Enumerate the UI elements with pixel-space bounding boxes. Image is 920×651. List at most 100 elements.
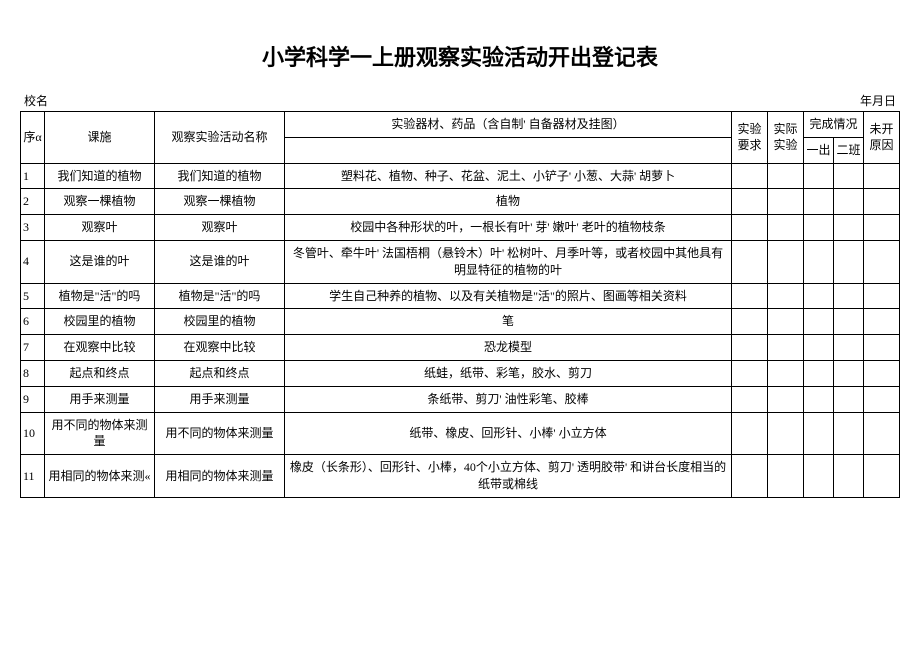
table-cell: 2 [21, 189, 45, 215]
table-cell: 纸蛙，纸带、彩笔，胶水、剪刀 [285, 360, 732, 386]
table-cell: 这是谁的叶 [155, 240, 285, 283]
table-cell [864, 386, 900, 412]
table-cell: 条纸带、剪刀' 油性彩笔、胶棒 [285, 386, 732, 412]
th-class2: 二班 [833, 137, 863, 163]
table-cell [864, 360, 900, 386]
table-cell: 我们知道的植物 [155, 163, 285, 189]
register-table: 序α 课施 观察实验活动名称 实验器材、药品（含自制' 自备器材及挂图） 实验要… [20, 111, 900, 498]
table-row: 6校园里的植物校园里的植物笔 [21, 309, 900, 335]
table-cell [803, 455, 833, 498]
table-row: 11用相同的物体来测«用相同的物体来测量橡皮（长条形）、回形针、小棒，40个小立… [21, 455, 900, 498]
table-cell [833, 283, 863, 309]
table-cell [833, 189, 863, 215]
table-cell [803, 163, 833, 189]
table-cell: 11 [21, 455, 45, 498]
table-cell [767, 189, 803, 215]
table-row: 7在观察中比较在观察中比较恐龙模型 [21, 335, 900, 361]
date-label: 年月日 [860, 92, 896, 109]
table-cell [767, 386, 803, 412]
table-cell: 冬管叶、牵牛叶' 法国梧桐（悬铃木）叶' 松树叶、月季叶等，或者校园中其他具有明… [285, 240, 732, 283]
th-seq: 序α [21, 112, 45, 164]
table-cell [731, 309, 767, 335]
table-cell [731, 283, 767, 309]
table-cell [803, 283, 833, 309]
table-cell: 起点和终点 [45, 360, 155, 386]
table-cell [803, 360, 833, 386]
table-cell [864, 215, 900, 241]
table-cell [731, 215, 767, 241]
table-cell [864, 309, 900, 335]
table-cell: 10 [21, 412, 45, 455]
table-row: 10用不同的物体来测量用不同的物体来测量纸带、橡皮、回形针、小棒' 小立方体 [21, 412, 900, 455]
table-cell: 1 [21, 163, 45, 189]
table-cell: 校园里的植物 [155, 309, 285, 335]
table-cell [833, 386, 863, 412]
table-cell [864, 455, 900, 498]
table-cell [803, 189, 833, 215]
table-cell [803, 412, 833, 455]
table-cell: 6 [21, 309, 45, 335]
table-row: 8起点和终点起点和终点纸蛙，纸带、彩笔，胶水、剪刀 [21, 360, 900, 386]
table-cell: 5 [21, 283, 45, 309]
th-actual: 实际实验 [767, 112, 803, 164]
table-cell [833, 335, 863, 361]
table-cell: 9 [21, 386, 45, 412]
table-cell [767, 309, 803, 335]
table-cell: 橡皮（长条形）、回形针、小棒，40个小立方体、剪刀' 透明胶带' 和讲台长度相当… [285, 455, 732, 498]
th-course: 课施 [45, 112, 155, 164]
table-row: 1我们知道的植物我们知道的植物塑料花、植物、种子、花盆、泥土、小铲子' 小葱、大… [21, 163, 900, 189]
table-cell: 观察一棵植物 [45, 189, 155, 215]
table-row: 5植物是"活"的吗植物是"活"的吗学生自己种养的植物、以及有关植物是"活"的照片… [21, 283, 900, 309]
table-cell [731, 386, 767, 412]
table-cell [803, 309, 833, 335]
table-cell [731, 412, 767, 455]
table-cell [864, 283, 900, 309]
table-cell [767, 283, 803, 309]
table-cell: 在观察中比较 [155, 335, 285, 361]
table-cell [833, 309, 863, 335]
table-cell: 纸带、橡皮、回形针、小棒' 小立方体 [285, 412, 732, 455]
table-cell: 用相同的物体来测量 [155, 455, 285, 498]
table-cell [767, 335, 803, 361]
table-cell: 我们知道的植物 [45, 163, 155, 189]
table-cell [864, 240, 900, 283]
th-completion: 完成情况 [803, 112, 863, 138]
table-cell [803, 386, 833, 412]
table-cell [767, 240, 803, 283]
table-cell [731, 455, 767, 498]
table-cell [833, 412, 863, 455]
table-cell [803, 215, 833, 241]
table-cell [864, 335, 900, 361]
table-cell: 用相同的物体来测« [45, 455, 155, 498]
table-cell [731, 240, 767, 283]
table-cell: 观察叶 [45, 215, 155, 241]
table-cell [833, 163, 863, 189]
table-cell: 7 [21, 335, 45, 361]
th-class1: 一出 [803, 137, 833, 163]
table-cell [803, 240, 833, 283]
table-cell [864, 163, 900, 189]
table-cell: 恐龙模型 [285, 335, 732, 361]
th-materials: 实验器材、药品（含自制' 自备器材及挂图） [285, 112, 732, 138]
table-cell: 学生自己种养的植物、以及有关植物是"活"的照片、图画等相关资料 [285, 283, 732, 309]
table-cell: 8 [21, 360, 45, 386]
table-cell [833, 360, 863, 386]
table-cell: 用不同的物体来测量 [155, 412, 285, 455]
table-cell: 3 [21, 215, 45, 241]
table-cell: 塑料花、植物、种子、花盆、泥土、小铲子' 小葱、大蒜' 胡萝卜 [285, 163, 732, 189]
th-reason: 未开原因 [864, 112, 900, 164]
table-cell: 观察一棵植物 [155, 189, 285, 215]
table-cell: 校园中各种形状的叶，一根长有叶' 芽' 嫩叶' 老叶的植物枝条 [285, 215, 732, 241]
table-cell [767, 455, 803, 498]
table-cell: 校园里的植物 [45, 309, 155, 335]
table-row: 4这是谁的叶这是谁的叶冬管叶、牵牛叶' 法国梧桐（悬铃木）叶' 松树叶、月季叶等… [21, 240, 900, 283]
table-cell: 观察叶 [155, 215, 285, 241]
table-cell [731, 189, 767, 215]
table-cell [803, 335, 833, 361]
table-cell [833, 215, 863, 241]
table-cell: 用手来测量 [155, 386, 285, 412]
table-cell: 4 [21, 240, 45, 283]
table-cell [731, 360, 767, 386]
table-cell [767, 163, 803, 189]
table-cell: 起点和终点 [155, 360, 285, 386]
